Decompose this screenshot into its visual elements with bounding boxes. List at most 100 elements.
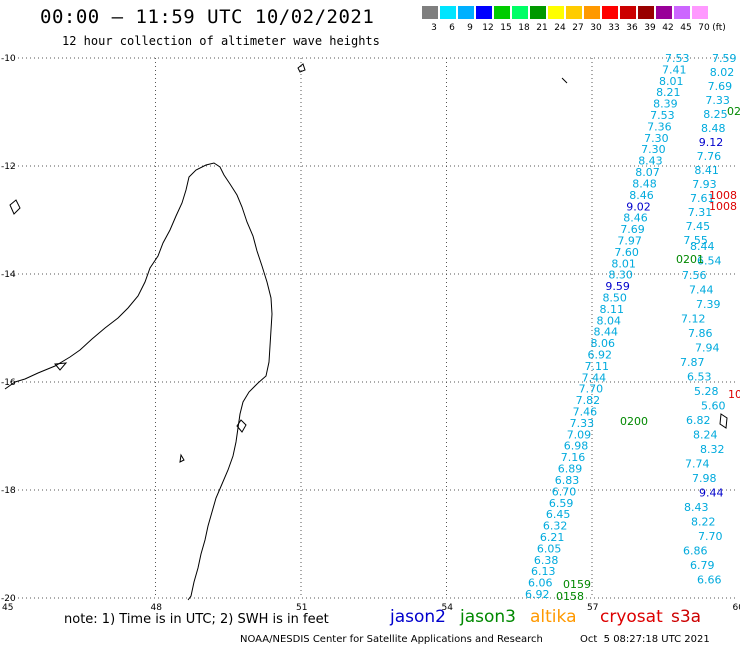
color-scale-label: 3 [431, 23, 437, 33]
wave-height-label: 7.69 [620, 223, 645, 236]
wave-height-label: 6.70 [552, 485, 577, 498]
wave-height-label: 7.44 [582, 371, 607, 384]
wave-height-label: 02 [727, 105, 740, 118]
lat-tick-label: -18 [1, 486, 16, 496]
map-subtitle: 12 hour collection of altimeter wave hei… [62, 34, 380, 48]
wave-height-label: 8.44 [594, 326, 619, 339]
wave-height-label: 7.30 [644, 132, 669, 145]
wave-height-label: 7.76 [697, 150, 722, 163]
color-swatch [476, 6, 492, 19]
wave-height-label: 6.59 [549, 497, 574, 510]
wave-height-label: 7.70 [579, 383, 604, 396]
wave-height-label: 8.30 [608, 269, 633, 282]
color-scale-unit: (ft) [712, 23, 726, 33]
wave-height-label: 8.21 [656, 86, 681, 99]
wave-height-label: 7.94 [695, 342, 720, 355]
wave-height-label: 7.87 [680, 356, 705, 369]
color-swatch [638, 6, 654, 19]
legend-jason2: jason2 [390, 607, 446, 627]
wave-height-label: 8.01 [659, 75, 684, 88]
color-scale-label: 27 [572, 23, 584, 33]
wave-height-label: 6.82 [686, 414, 711, 427]
wave-height-label: 6.83 [555, 474, 580, 487]
legend-s3a: s3a [671, 607, 702, 627]
legend-cryosat: cryosat [600, 607, 663, 627]
wave-height-label: 8.48 [701, 122, 726, 135]
color-scale-label: 42 [662, 23, 674, 33]
coastline [4, 63, 728, 601]
wave-height-label: 8.07 [635, 166, 660, 179]
wave-height-label: 6.38 [534, 554, 559, 567]
wave-height-label: 8.43 [684, 501, 709, 514]
color-swatch [674, 6, 690, 19]
credit-timestamp: Oct 5 08:27:18 UTC 2021 [580, 634, 710, 645]
wave-height-label: 7.55 [683, 234, 708, 247]
wave-height-label: 8.24 [693, 429, 718, 442]
wave-height-label: 6.21 [540, 531, 565, 544]
wave-height-label: 8.22 [691, 516, 716, 529]
wave-height-label: 7.86 [688, 327, 713, 340]
wave-height-label: 7.09 [567, 428, 592, 441]
color-swatch [512, 6, 528, 19]
wave-height-label: 0200 [620, 415, 648, 428]
wave-height-label: 6.06 [528, 577, 553, 590]
wave-height-label: 7.56 [682, 269, 707, 282]
color-scale-label: 30 [590, 23, 602, 33]
lat-tick-label: -16 [1, 378, 16, 388]
color-swatch [494, 6, 510, 19]
wave-height-label: 7.98 [692, 472, 717, 485]
wave-height-label: 6.92 [588, 349, 613, 362]
wave-height-label: 6.86 [683, 545, 708, 558]
wave-height-label: 1008 [709, 189, 737, 202]
color-swatch [620, 6, 636, 19]
wave-height-label: 9.12 [699, 136, 724, 149]
wave-height-label: 8.39 [653, 98, 678, 111]
wave-height-label: 9.44 [699, 487, 724, 500]
color-scale-label: 70 [698, 23, 710, 33]
wave-height-label: 0158 [556, 590, 584, 603]
lon-tick-label: 45 [2, 603, 13, 613]
wave-height-label: 7.33 [705, 94, 730, 107]
color-scale-label: 24 [554, 23, 566, 33]
color-scale-label: 12 [482, 23, 494, 33]
wave-height-label: 6.13 [531, 565, 556, 578]
satellite-tracks: 7.537.418.018.218.397.537.367.307.308.43… [525, 52, 740, 603]
color-scale-label: 15 [500, 23, 512, 33]
wave-height-label: 7.16 [561, 451, 586, 464]
wave-height-label: 7.45 [686, 220, 711, 233]
wave-height-label: 0201 [676, 253, 704, 266]
wave-height-label: 8.44 [690, 240, 715, 253]
wave-height-label: 7.74 [685, 458, 710, 471]
wave-height-label: 6.45 [546, 508, 571, 521]
wave-height-label: 0159 [563, 578, 591, 591]
lat-tick-label: -12 [1, 162, 16, 172]
wave-height-label: 6.79 [690, 559, 715, 572]
color-swatch [530, 6, 546, 19]
color-swatch [566, 6, 582, 19]
wave-height-label: 7.93 [692, 178, 717, 191]
wave-height-label: 8.41 [694, 164, 719, 177]
wave-height-label: 7.30 [641, 143, 666, 156]
wave-height-label: 7.41 [662, 63, 687, 76]
color-swatch [692, 6, 708, 19]
color-scale-label: 9 [467, 23, 473, 33]
wave-height-label: 8.50 [602, 291, 627, 304]
wave-height-label: 6.98 [564, 440, 589, 453]
wave-height-label: 5.28 [694, 385, 719, 398]
wave-height-label: 8.32 [700, 443, 725, 456]
wave-height-label: 7.59 [712, 52, 737, 65]
lat-lon-grid [10, 57, 735, 599]
wave-height-label: 8.43 [638, 155, 663, 168]
wave-height-label: 6.89 [558, 463, 583, 476]
wave-height-label: 8.25 [703, 108, 728, 121]
wave-height-label: 7.69 [708, 80, 733, 93]
wave-height-label: 5.60 [701, 400, 726, 413]
color-scale-label: 39 [644, 23, 656, 33]
wave-height-label: 7.39 [696, 298, 721, 311]
wave-height-label: 7.82 [576, 394, 601, 407]
note-text: note: 1) Time is in UTC; 2) SWH is in fe… [64, 612, 329, 627]
color-swatch [440, 6, 456, 19]
wave-height-label: 7.36 [647, 120, 672, 133]
wave-height-label: 7.53 [650, 109, 675, 122]
wave-height-label: 8.46 [629, 189, 654, 202]
